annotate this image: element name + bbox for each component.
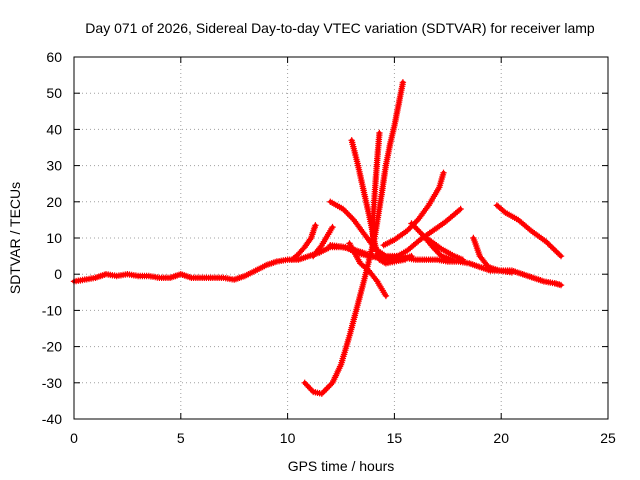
series-markers [470, 234, 516, 276]
y-tick-label: -10 [42, 302, 62, 318]
y-tick-label: 0 [54, 266, 62, 282]
y-tick-label: 30 [46, 158, 62, 174]
axis-ticks: -40 -30 -20 -10 0 10 20 30 40 50 60 0 5 10 15 20 25 [42, 49, 616, 446]
series-arc-m [470, 234, 516, 276]
x-tick-label: 15 [387, 430, 403, 446]
x-tick-label: 10 [280, 430, 296, 446]
y-tick-label: -40 [42, 411, 62, 427]
series-line [302, 80, 405, 396]
y-tick-label: -20 [42, 339, 62, 355]
series-arc-n [493, 202, 565, 260]
series-markers [380, 169, 447, 249]
grid [74, 57, 608, 419]
series-markers [310, 223, 336, 260]
series-arc-f [346, 240, 390, 300]
y-axis-title: SDTVAR / TECUs [7, 182, 23, 294]
chart-title: Day 071 of 2026, Sidereal Day-to-day VTE… [85, 20, 595, 36]
plot-frame [73, 56, 609, 420]
y-tick-label: 40 [46, 121, 62, 137]
series-markers [493, 202, 565, 260]
y-tick-label: -30 [42, 375, 62, 391]
series-markers [423, 234, 466, 263]
series-markers [327, 198, 400, 260]
y-tick-label: 10 [46, 230, 62, 246]
y-tick-label: 50 [46, 85, 62, 101]
x-tick-label: 20 [493, 430, 509, 446]
series-line [381, 170, 446, 248]
data-series [70, 79, 565, 397]
series-arc-l [423, 234, 466, 263]
series-markers [346, 240, 390, 300]
x-axis-title: GPS time / hours [288, 458, 395, 474]
y-tick-label: 20 [46, 194, 62, 210]
series-arc-a [288, 222, 319, 263]
y-tick-label: 60 [46, 49, 62, 65]
x-tick-label: 0 [70, 430, 78, 446]
series-markers [288, 222, 319, 263]
x-tick-label: 5 [177, 430, 185, 446]
series-arc-i [380, 169, 447, 249]
series-arc-h [327, 198, 400, 260]
x-tick-label: 25 [600, 430, 616, 446]
series-arc-b [310, 223, 336, 260]
